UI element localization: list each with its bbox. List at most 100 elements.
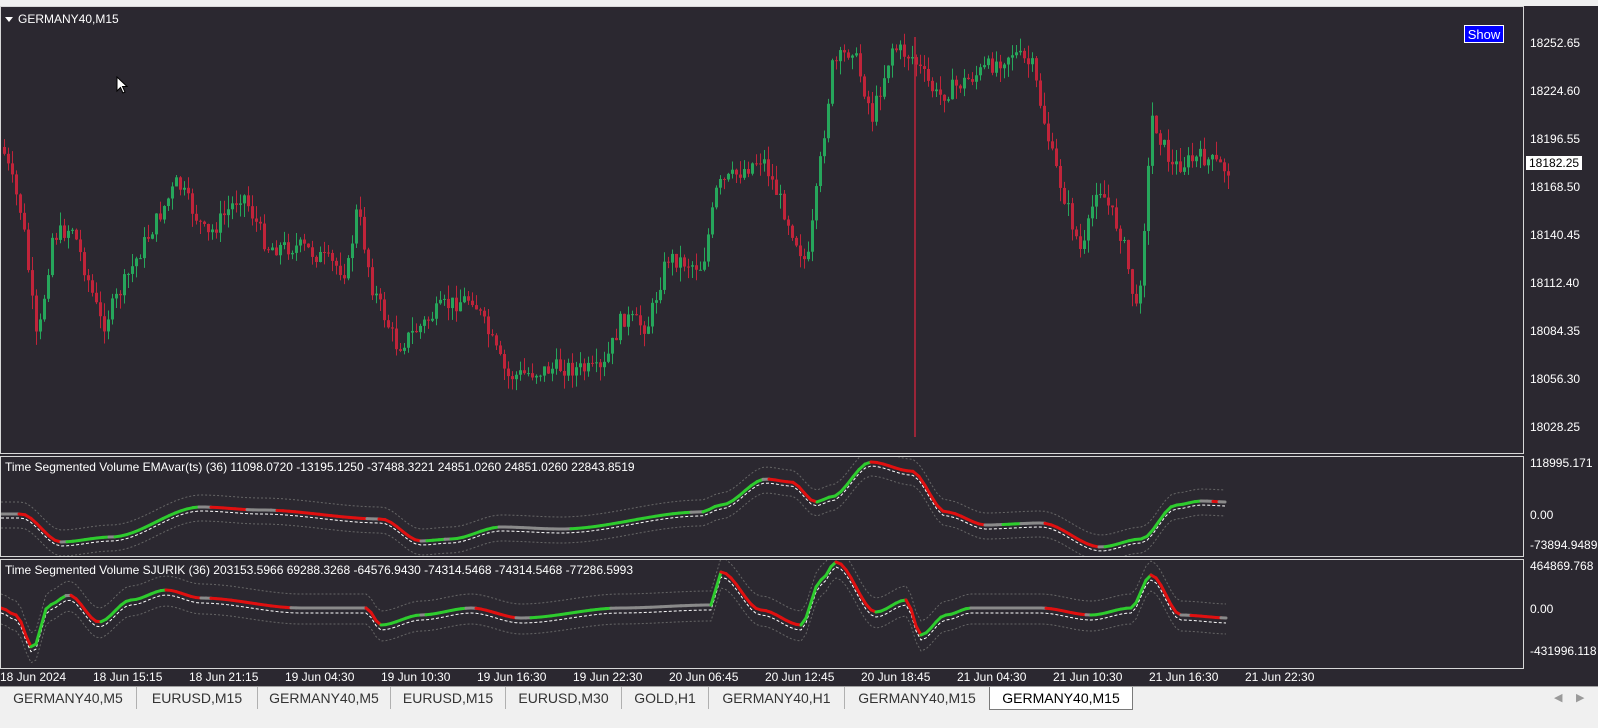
- candle-body: [579, 363, 582, 367]
- candle-body: [231, 203, 234, 209]
- indicator2-scale[interactable]: 464869.768 0.00 -431996.118: [1524, 559, 1598, 669]
- candle-body: [999, 62, 1002, 69]
- candle-body: [1055, 149, 1058, 166]
- time-label: 20 Jun 18:45: [861, 670, 930, 684]
- candle-body: [63, 225, 66, 237]
- price-level: 18196.55: [1530, 132, 1580, 146]
- indicator2-pane[interactable]: Time Segmented Volume SJURIK (36) 203153…: [0, 559, 1524, 669]
- arrow-right-icon[interactable]: ▶: [1576, 691, 1584, 704]
- candle-body: [663, 262, 666, 290]
- tab-germany40-h1[interactable]: GERMANY40,H1: [709, 687, 845, 709]
- tab-germany40-m15-active[interactable]: GERMANY40,M15: [989, 687, 1133, 710]
- indicator1-pane[interactable]: Time Segmented Volume EMAvar(ts) (36) 11…: [0, 456, 1524, 557]
- candle-body: [647, 326, 650, 333]
- time-label: 20 Jun 06:45: [669, 670, 738, 684]
- candle-body: [543, 366, 546, 375]
- arrow-left-icon[interactable]: ◀: [1554, 691, 1562, 704]
- candle-body: [815, 186, 818, 220]
- candle-body: [1115, 207, 1118, 228]
- candle-body: [843, 50, 846, 52]
- candle-body: [671, 254, 674, 263]
- tab-germany40-m15[interactable]: GERMANY40,M15: [845, 687, 989, 709]
- candle-body: [219, 213, 222, 232]
- candle-body: [167, 199, 170, 207]
- candle-body: [155, 213, 158, 234]
- show-button[interactable]: Show: [1464, 25, 1504, 43]
- candle-body: [1191, 155, 1194, 161]
- candle-body: [75, 230, 78, 240]
- candle-body: [795, 238, 798, 246]
- candle-body: [411, 331, 414, 333]
- time-label: 19 Jun 16:30: [477, 670, 546, 684]
- time-label: 19 Jun 22:30: [573, 670, 642, 684]
- candle-body: [259, 222, 262, 224]
- candle-body: [323, 252, 326, 253]
- candle-body: [243, 195, 246, 203]
- chart-symbol-title[interactable]: GERMANY40,M15: [5, 12, 119, 26]
- time-axis[interactable]: 18 Jun 2024 18 Jun 15:15 18 Jun 21:15 19…: [0, 670, 1524, 686]
- price-level: 18056.30: [1530, 372, 1580, 386]
- candle-body: [359, 209, 362, 216]
- time-label: 18 Jun 2024: [0, 670, 66, 684]
- tab-gold-h1[interactable]: GOLD,H1: [622, 687, 709, 709]
- tab-eurusd-m30[interactable]: EURUSD,M30: [506, 687, 622, 709]
- candle-body: [479, 309, 482, 310]
- candle-body: [975, 75, 978, 82]
- collapse-triangle-icon[interactable]: [5, 17, 13, 22]
- tab-germany40-m5[interactable]: GERMANY40,M5: [0, 687, 137, 709]
- price-pane[interactable]: GERMANY40,M15 Show: [0, 6, 1524, 454]
- candle-body: [1107, 198, 1110, 206]
- chart-tab-bar: GERMANY40,M5 EURUSD,M15 GERMANY40,M5 EUR…: [0, 686, 1598, 728]
- tab-eurusd-m15[interactable]: EURUSD,M15: [137, 687, 258, 709]
- candle-body: [387, 320, 390, 327]
- candle-body: [739, 175, 742, 178]
- tab-germany40-m5[interactable]: GERMANY40,M5: [258, 687, 391, 709]
- tsv-sjurik-line: [826, 567, 831, 576]
- candle-body: [987, 58, 990, 65]
- candle-body: [79, 239, 82, 252]
- candle-body: [947, 99, 950, 101]
- candle-body: [319, 252, 322, 262]
- indicator2-title: Time Segmented Volume SJURIK (36) 203153…: [5, 563, 633, 577]
- time-label: 19 Jun 10:30: [381, 670, 450, 684]
- candle-body: [591, 363, 594, 364]
- candle-body: [695, 265, 698, 270]
- chart-window[interactable]: GERMANY40,M15 Show 18252.65 18224.60 181…: [0, 6, 1598, 686]
- candle-body: [1123, 240, 1126, 241]
- candle-body: [495, 335, 498, 345]
- candle-body: [151, 234, 154, 238]
- candle-body: [59, 225, 62, 239]
- tsv-sjurik-line: [1161, 585, 1166, 595]
- tab-eurusd-m15[interactable]: EURUSD,M15: [391, 687, 506, 709]
- candle-body: [927, 69, 930, 81]
- candle-body: [267, 249, 270, 250]
- candle-body: [735, 170, 738, 175]
- candle-body: [335, 261, 338, 266]
- candle-body: [599, 362, 602, 367]
- candle-body: [887, 66, 890, 79]
- candle-body: [763, 159, 766, 163]
- indicator1-scale[interactable]: 118995.171 0.00 -73894.9489: [1524, 456, 1598, 557]
- candle-body: [195, 214, 198, 221]
- candlestick-chart[interactable]: [1, 7, 1524, 454]
- candle-body: [551, 369, 554, 374]
- time-label: 19 Jun 04:30: [285, 670, 354, 684]
- candle-body: [703, 262, 706, 270]
- candle-body: [1051, 141, 1054, 148]
- candle-body: [435, 303, 438, 318]
- candle-body: [99, 302, 102, 316]
- candle-body: [351, 244, 354, 259]
- candle-body: [1147, 166, 1150, 231]
- candle-body: [611, 338, 614, 354]
- price-level: 18084.35: [1530, 324, 1580, 338]
- tsv-sjurik-line: [906, 600, 911, 609]
- candle-body: [379, 294, 382, 300]
- candle-body: [43, 299, 46, 320]
- mouse-cursor-icon: [116, 76, 130, 96]
- candle-body: [871, 103, 874, 122]
- candle-body: [1163, 140, 1166, 145]
- candle-body: [127, 274, 130, 275]
- candle-body: [483, 311, 486, 317]
- candle-body: [759, 163, 762, 164]
- price-scale[interactable]: 18252.65 18224.60 18196.55 18182.25 1816…: [1524, 6, 1598, 454]
